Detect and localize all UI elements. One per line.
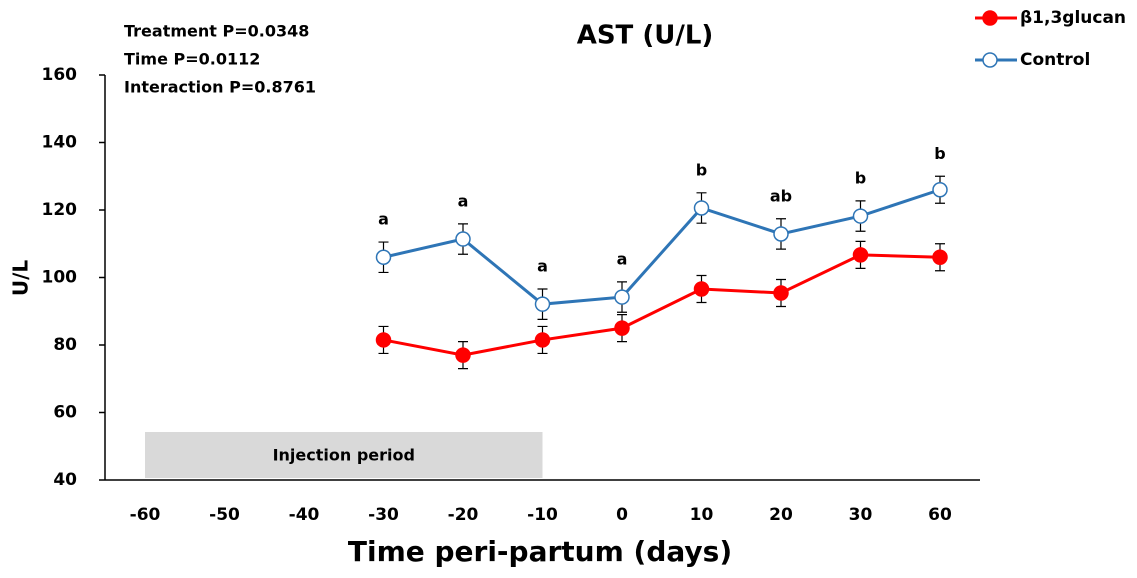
marker — [773, 226, 789, 242]
injection-period — [145, 432, 543, 478]
significance-label: a — [537, 256, 548, 275]
y-tick-label: 120 — [42, 200, 78, 220]
significance-label: b — [934, 144, 945, 163]
significance-label: a — [378, 210, 389, 229]
stats-text: Time P=0.0112 — [124, 50, 260, 69]
x-tick-label: 20 — [769, 505, 793, 525]
marker — [693, 200, 710, 216]
chart-title: AST (U/L) — [577, 21, 714, 51]
stats-text: Treatment P=0.0348 — [124, 22, 309, 41]
marker — [932, 249, 948, 265]
marker — [455, 231, 471, 247]
legend-label: Control — [1020, 50, 1090, 70]
marker — [852, 247, 869, 263]
x-tick-label: -10 — [527, 505, 558, 525]
marker — [693, 281, 710, 297]
y-tick-label: 80 — [53, 335, 77, 355]
x-tick-label: -20 — [448, 505, 479, 525]
y-tick-label: 60 — [53, 403, 77, 423]
marker — [773, 285, 789, 301]
x-tick-label: 10 — [690, 505, 714, 525]
legend-marker — [982, 10, 998, 26]
series-line — [383, 253, 941, 357]
y-tick-label: 100 — [42, 268, 78, 288]
legend-label: β1,3glucan — [1020, 8, 1126, 28]
y-axis-label: U/L — [9, 260, 33, 297]
legend-marker — [982, 52, 998, 68]
marker — [375, 249, 392, 265]
x-tick-label: 0 — [616, 505, 628, 525]
significance-label: a — [617, 249, 628, 268]
y-tick-label: 140 — [42, 133, 78, 153]
significance-label: ab — [770, 186, 792, 205]
marker — [614, 320, 630, 336]
significance-label: a — [458, 191, 469, 210]
y-tick-label: 40 — [53, 470, 77, 490]
marker — [852, 208, 869, 224]
marker — [455, 347, 471, 363]
stats-text: Interaction P=0.8761 — [124, 78, 316, 97]
x-axis-label: Time peri-partum (days) — [348, 535, 732, 568]
x-tick-label: -50 — [209, 505, 240, 525]
marker — [375, 332, 392, 348]
y-tick-label: 160 — [42, 65, 78, 85]
x-tick-label: 30 — [849, 505, 873, 525]
injection-label: Injection period — [273, 446, 415, 465]
x-tick-label: 60 — [928, 505, 952, 525]
x-tick-label: -60 — [130, 505, 161, 525]
significance-label: b — [855, 168, 866, 187]
series-line — [383, 188, 941, 306]
marker — [534, 296, 551, 312]
marker — [932, 182, 948, 198]
marker — [534, 332, 551, 348]
marker — [614, 289, 630, 305]
x-tick-label: -40 — [289, 505, 320, 525]
significance-label: b — [696, 160, 707, 179]
x-tick-label: -30 — [368, 505, 399, 525]
